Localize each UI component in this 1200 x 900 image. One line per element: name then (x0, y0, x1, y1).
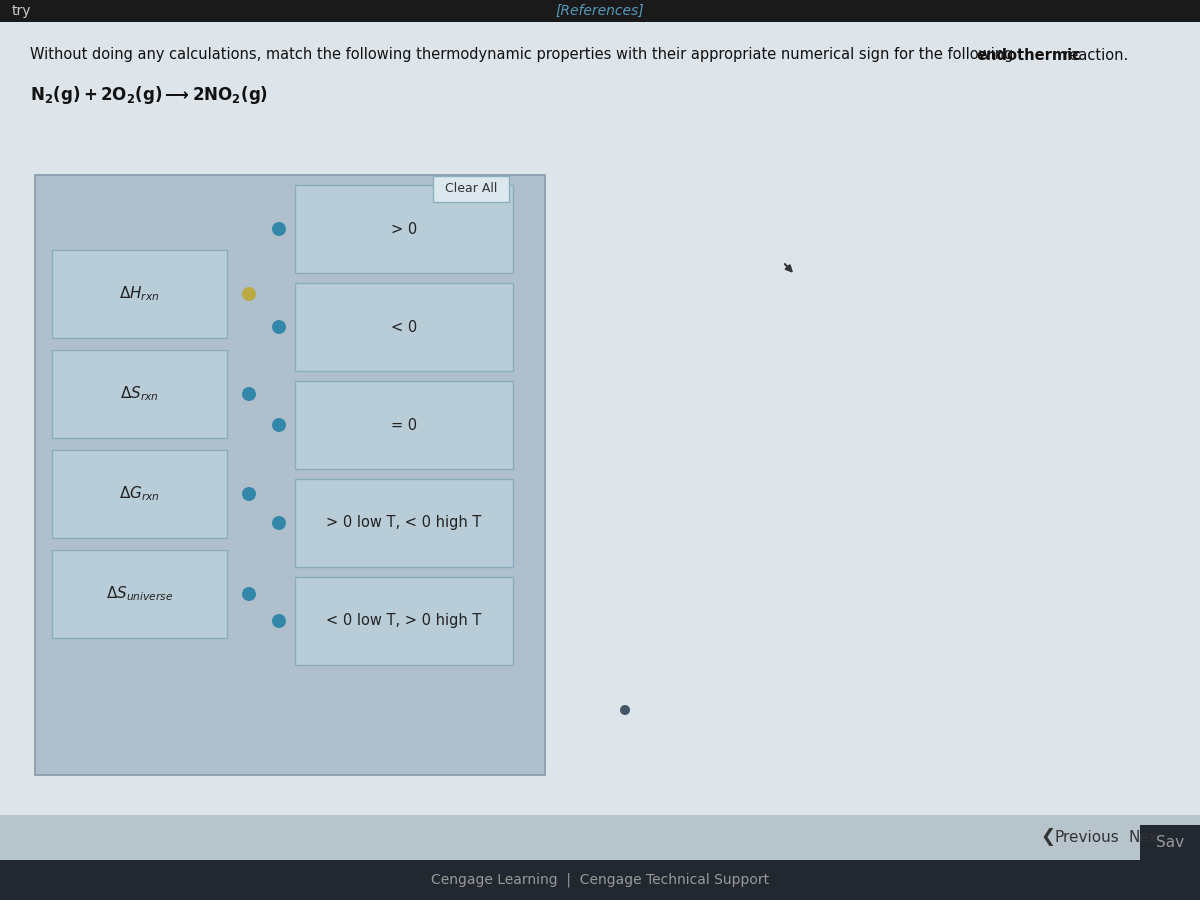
FancyBboxPatch shape (0, 815, 1200, 860)
Circle shape (620, 705, 630, 715)
FancyBboxPatch shape (0, 0, 1200, 22)
Circle shape (242, 487, 256, 501)
FancyBboxPatch shape (295, 577, 514, 665)
Text: = 0: = 0 (391, 418, 418, 433)
Text: ❮: ❮ (1040, 829, 1055, 847)
Circle shape (242, 287, 256, 301)
FancyBboxPatch shape (35, 175, 545, 775)
Text: Clear All: Clear All (445, 183, 497, 195)
FancyBboxPatch shape (0, 860, 1200, 900)
FancyBboxPatch shape (52, 550, 227, 638)
Text: $\mathbf{N_2(g) + 2O_2(g) \longrightarrow 2NO_2(g)}$: $\mathbf{N_2(g) + 2O_2(g) \longrightarro… (30, 84, 268, 106)
FancyBboxPatch shape (295, 185, 514, 273)
FancyBboxPatch shape (433, 176, 509, 202)
Circle shape (242, 387, 256, 401)
Circle shape (272, 418, 286, 432)
Text: endothermic: endothermic (976, 48, 1081, 62)
FancyBboxPatch shape (295, 479, 514, 567)
Text: $\Delta S_{rxn}$: $\Delta S_{rxn}$ (120, 384, 158, 403)
Text: Nex: Nex (1128, 830, 1158, 845)
Text: < 0 low T, > 0 high T: < 0 low T, > 0 high T (326, 614, 481, 628)
Text: Sav: Sav (1156, 835, 1184, 850)
Circle shape (242, 587, 256, 601)
FancyBboxPatch shape (52, 350, 227, 438)
Circle shape (272, 320, 286, 334)
FancyBboxPatch shape (52, 250, 227, 338)
Circle shape (272, 516, 286, 530)
FancyBboxPatch shape (0, 22, 1200, 860)
FancyBboxPatch shape (52, 450, 227, 538)
Text: Cengage Learning  |  Cengage Technical Support: Cengage Learning | Cengage Technical Sup… (431, 873, 769, 887)
Text: Without doing any calculations, match the following thermodynamic properties wit: Without doing any calculations, match th… (30, 48, 1018, 62)
Text: Previous: Previous (1055, 830, 1120, 845)
FancyBboxPatch shape (1140, 825, 1200, 860)
Text: > 0 low T, < 0 high T: > 0 low T, < 0 high T (326, 516, 481, 530)
Circle shape (272, 614, 286, 628)
FancyBboxPatch shape (295, 283, 514, 371)
Text: $\Delta G_{rxn}$: $\Delta G_{rxn}$ (119, 484, 160, 503)
Text: [References]: [References] (556, 4, 644, 18)
Text: reaction.: reaction. (1060, 48, 1128, 62)
FancyBboxPatch shape (295, 381, 514, 469)
Circle shape (272, 222, 286, 236)
Text: $\Delta H_{rxn}$: $\Delta H_{rxn}$ (119, 284, 160, 303)
Text: try: try (12, 4, 31, 18)
Text: > 0: > 0 (391, 221, 418, 237)
Text: < 0: < 0 (391, 320, 418, 335)
Text: $\Delta S_{universe}$: $\Delta S_{universe}$ (106, 585, 173, 603)
